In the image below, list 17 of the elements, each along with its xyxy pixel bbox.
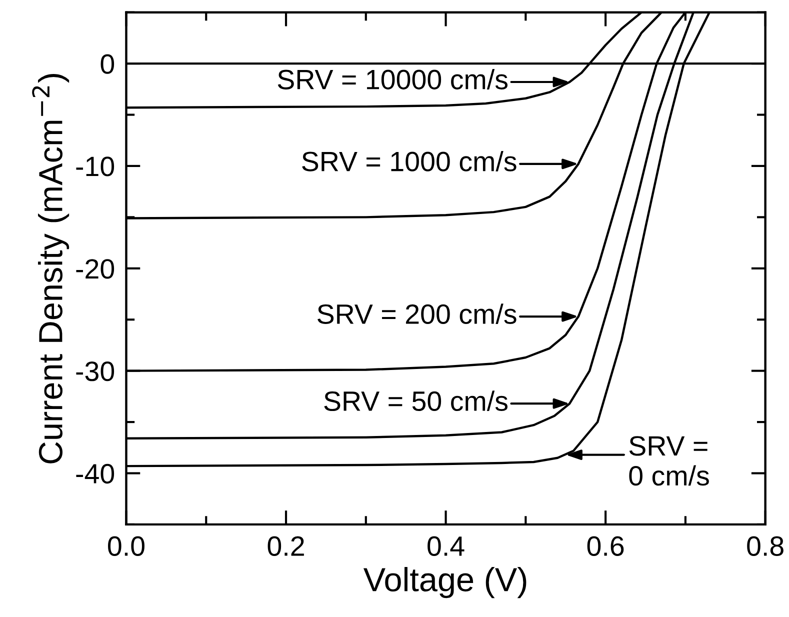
y-tick-label: -30 <box>76 361 114 382</box>
y-axis-title: Current Density (mAcm$^{−2}$) <box>32 74 70 464</box>
x-tick-label: 0.6 <box>587 536 624 556</box>
annotation: SRV = 50 cm/s <box>324 390 508 412</box>
x-tick-label: 0.0 <box>108 536 144 556</box>
y-tick-label: -20 <box>76 259 114 279</box>
annotation: SRV = 200 cm/s <box>318 304 516 324</box>
annotation: SRV = 10000 cm/s <box>278 69 508 90</box>
x-tick-label: 0.2 <box>268 536 304 556</box>
y-tick-label: 0 <box>100 54 114 74</box>
y-tick-label: -40 <box>76 464 114 484</box>
annotation: SRV = 0 cm/s <box>629 436 709 486</box>
y-tick-label: -10 <box>76 156 114 176</box>
annotation: SRV = 1000 cm/s <box>302 150 516 172</box>
x-axis-title: Voltage (V) <box>363 567 526 598</box>
x-tick-label: 0.4 <box>428 536 464 556</box>
x-tick-label: 0.8 <box>747 536 784 556</box>
